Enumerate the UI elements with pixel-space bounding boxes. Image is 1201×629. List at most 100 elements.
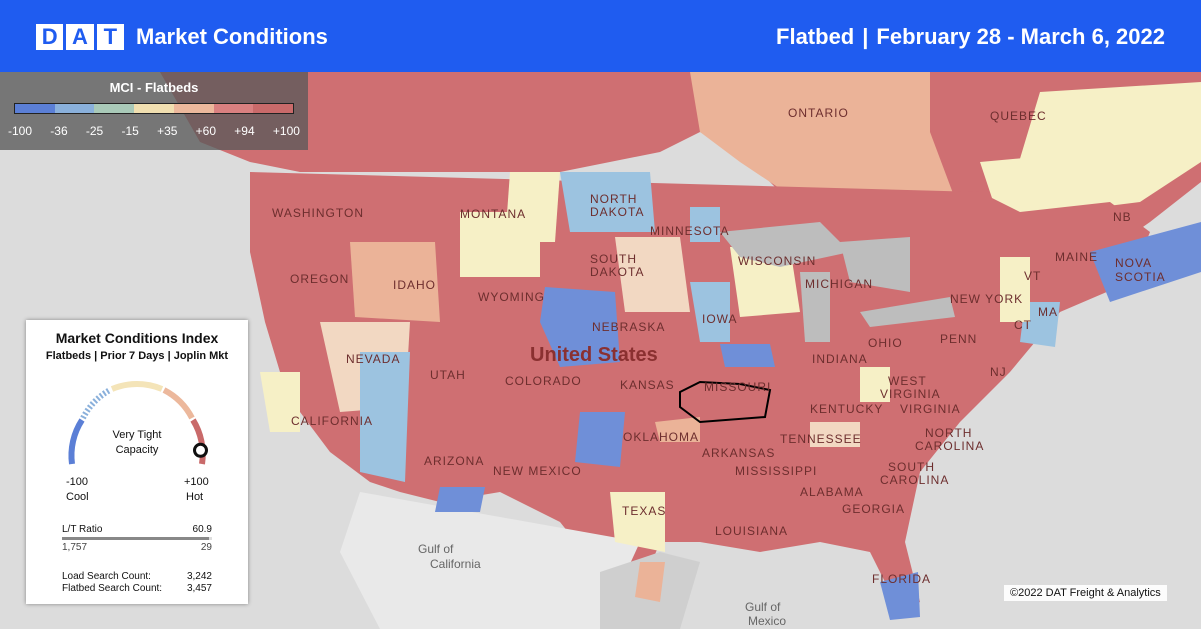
label-wyoming: WYOMING <box>478 290 545 304</box>
label-kansas: KANSAS <box>620 378 675 392</box>
label-arizona: ARIZONA <box>424 454 485 468</box>
gauge-arc-cool-mid <box>80 387 112 420</box>
label-california: CALIFORNIA <box>291 414 374 428</box>
label-north-carolina-2: CAROLINA <box>915 439 985 453</box>
status-line-1: Very Tight <box>112 429 162 441</box>
label-nb: NB <box>1113 210 1132 224</box>
label-kentucky: KENTUCKY <box>810 402 884 416</box>
lake-michigan <box>800 272 830 342</box>
label-ct: CT <box>1014 318 1032 332</box>
label-new-york: NEW YORK <box>950 292 1024 306</box>
label-alabama: ALABAMA <box>800 485 864 499</box>
logo-letter-a: A <box>66 24 94 50</box>
label-minnesota: MINNESOTA <box>650 224 730 238</box>
area-california-coast <box>260 372 300 432</box>
label-mississippi: MISSISSIPPI <box>735 464 818 478</box>
area-texas-south <box>610 492 665 552</box>
label-wisconsin: WISCONSIN <box>738 254 817 268</box>
legend-tick: +94 <box>234 124 255 138</box>
header-bar: D A T Market Conditions Flatbed | February… <box>0 0 1201 72</box>
label-penn: PENN <box>940 332 978 346</box>
lake-superior <box>720 222 850 267</box>
label-north-carolina-1: NORTH <box>925 426 973 440</box>
logo-letter-d: D <box>36 24 64 50</box>
gauge-marker <box>193 442 208 458</box>
legend-title: MCI - Flatbeds <box>109 80 199 95</box>
lt-truck-count: 29 <box>200 542 212 553</box>
area-west-virginia <box>860 367 890 402</box>
label-gulf-mexico-2: Mexico <box>748 614 787 628</box>
area-texas-panhandle <box>575 412 625 467</box>
label-united-states: United States <box>530 344 658 366</box>
label-ma: MA <box>1038 305 1058 319</box>
panel-title: Market Conditions Index <box>55 330 219 346</box>
legend-swatch <box>134 104 174 113</box>
label-arkansas: ARKANSAS <box>702 446 776 460</box>
lt-ratio-bar <box>62 537 212 540</box>
header-meta: Flatbed | February 28 - March 6, 2022 <box>776 24 1165 50</box>
label-gulf-california-1: Gulf of <box>418 542 454 556</box>
label-idaho: IDAHO <box>393 278 437 292</box>
gauge-hot-label: Hot <box>186 491 204 503</box>
flatbed-search-row: Flatbed Search Count: 3,457 <box>62 583 212 594</box>
label-ohio: OHIO <box>868 336 903 350</box>
area-vermont <box>1000 257 1030 322</box>
label-north-dakota-1: NORTH <box>590 192 638 206</box>
label-south-carolina-1: SOUTH <box>888 460 935 474</box>
label-texas: TEXAS <box>622 504 667 518</box>
joplin-market-outline <box>679 380 772 424</box>
label-louisiana: LOUISIANA <box>715 524 789 538</box>
label-new-mexico: NEW MEXICO <box>493 464 582 478</box>
region-us-mainland <box>250 172 1150 612</box>
gauge-cool-label: Cool <box>66 491 89 503</box>
label-quebec: QUEBEC <box>990 109 1047 123</box>
legend-swatch <box>94 104 135 113</box>
gauge-arc-hot <box>190 418 206 465</box>
flatbed-search-label: Flatbed Search Count: <box>62 583 163 594</box>
area-florida-south <box>880 572 920 620</box>
label-ontario: ONTARIO <box>788 106 849 120</box>
area-south-dakota-east <box>615 237 690 312</box>
label-vt: VT <box>1024 269 1042 283</box>
legend-swatch <box>213 104 254 113</box>
lt-counts-row: 1,757 29 <box>62 542 212 553</box>
label-south-carolina-2: CAROLINA <box>880 473 950 487</box>
equipment-type: Flatbed <box>776 24 855 49</box>
legend-tick: -15 <box>121 124 139 138</box>
lt-load-count: 1,757 <box>62 542 88 553</box>
label-virginia: VIRGINIA <box>900 402 961 416</box>
gauge-min-label: -100 <box>66 476 89 488</box>
label-gulf-mexico-1: Gulf of <box>745 600 781 614</box>
label-nova-scotia: NOVA SCOTIA <box>1115 256 1166 284</box>
area-nebraska <box>540 287 620 367</box>
area-minnesota <box>690 207 720 242</box>
logo-letter-t: T <box>96 24 124 50</box>
area-kentucky-east <box>810 422 860 447</box>
label-iowa: IOWA <box>702 312 738 326</box>
area-oklahoma-east <box>655 417 700 442</box>
flatbed-search-value: 3,457 <box>186 583 212 594</box>
label-nevada: NEVADA <box>346 352 401 366</box>
load-search-value: 3,242 <box>186 571 212 582</box>
capacity-status: Very Tight Capacity <box>92 428 182 458</box>
label-florida: FLORIDA <box>872 572 932 586</box>
lake-huron <box>840 237 910 292</box>
label-west-virginia-1: WEST <box>888 374 927 388</box>
panel-subtitle: Flatbeds | Prior 7 Days | Joplin Mkt <box>45 350 229 362</box>
legend-tick: -100 <box>8 124 33 138</box>
label-oregon: OREGON <box>290 272 350 286</box>
legend-tick: +100 <box>272 124 300 138</box>
area-texas-coast <box>635 562 665 602</box>
legend-swatch <box>173 104 214 113</box>
load-search-label: Load Search Count: <box>62 571 151 582</box>
date-range: February 28 - March 6, 2022 <box>876 24 1165 49</box>
lt-ratio-bar-fill <box>62 537 209 540</box>
label-gulf-california-2: California <box>430 557 481 571</box>
page-title: Market Conditions <box>136 24 328 49</box>
area-arizona-south <box>435 487 485 512</box>
label-maine: MAINE <box>1055 250 1099 264</box>
area-north-dakota <box>560 172 655 232</box>
label-nebraska: NEBRASKA <box>592 320 666 334</box>
label-south-dakota-1: SOUTH <box>590 252 637 266</box>
legend-color-bar <box>14 103 294 114</box>
